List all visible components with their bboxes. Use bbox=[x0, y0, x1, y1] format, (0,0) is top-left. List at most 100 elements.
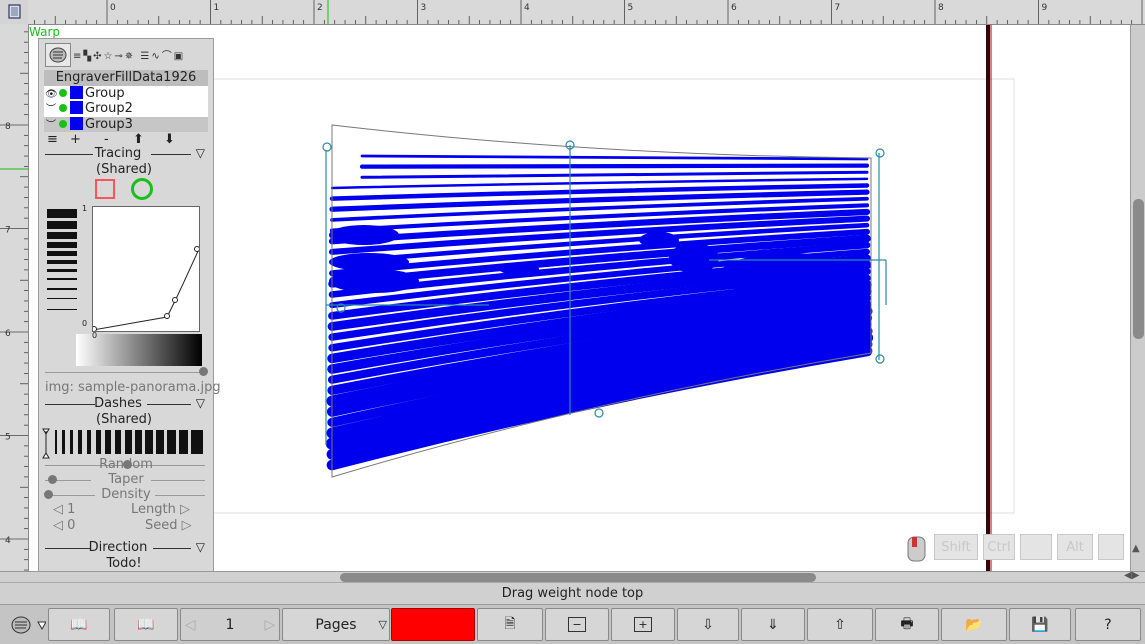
dash-pattern-preview[interactable] bbox=[41, 427, 207, 461]
eye-closed-icon[interactable]: ︶ bbox=[46, 120, 56, 131]
page-number-field[interactable]: ◁ 1 ▷ bbox=[180, 608, 280, 641]
seed-label[interactable]: Seed ▷ bbox=[145, 518, 192, 533]
engrave-line bbox=[325, 331, 874, 450]
extra-key-indicator bbox=[1098, 534, 1124, 560]
scroll-arrows-icon[interactable]: ▲ bbox=[1132, 543, 1140, 554]
density-label: Density bbox=[101, 487, 151, 502]
ruler-number: 7 bbox=[5, 226, 11, 236]
taper-slider-handle[interactable] bbox=[48, 475, 57, 484]
ruler-number: 2 bbox=[317, 3, 323, 13]
seed-value[interactable]: ◁ 0 bbox=[53, 518, 76, 533]
horizontal-ruler-ticks: 0 1 2 3 4 5 6 7 8 9 bbox=[34, 0, 1143, 24]
ruler-number: 7 bbox=[835, 3, 841, 13]
vertical-ruler[interactable]: 8 7 6 5 4 bbox=[0, 24, 29, 571]
layer-color-swatch[interactable] bbox=[70, 101, 83, 114]
layer-row-group3[interactable]: ︶ Group3 bbox=[45, 117, 203, 132]
import-image-button[interactable]: ⇓ bbox=[741, 608, 805, 641]
panel-main-tab-icon[interactable] bbox=[45, 43, 71, 67]
horizontal-ruler[interactable]: 0 1 2 3 4 5 6 7 8 9 bbox=[28, 0, 1145, 25]
engraving-lines bbox=[325, 154, 874, 471]
panel-tool-icons[interactable]: ≡▚✣☆⊸✵ ☰∿⌒▣ bbox=[73, 51, 186, 62]
ruler-number: 8 bbox=[5, 122, 11, 132]
tracing-slider-handle[interactable] bbox=[199, 367, 208, 376]
tracing-gradient-bar[interactable] bbox=[76, 334, 202, 366]
ruler-number: 1 bbox=[214, 3, 220, 13]
vertical-scrollbar[interactable]: ▲ bbox=[1130, 25, 1145, 571]
page-plus-icon: + bbox=[634, 617, 652, 632]
image-source-label[interactable]: img: sample-panorama.jpg bbox=[45, 380, 221, 395]
document-settings-button[interactable]: 🗎 bbox=[477, 608, 543, 641]
page-number[interactable]: 1 bbox=[225, 616, 235, 633]
horizontal-scrollbar[interactable]: ◀▶ bbox=[0, 570, 1145, 582]
engrave-line bbox=[359, 163, 870, 169]
engrave-line bbox=[326, 325, 873, 439]
remove-layer-button[interactable]: - bbox=[104, 132, 109, 147]
help-button[interactable]: ? bbox=[1075, 608, 1141, 641]
collapse-triangle-icon[interactable]: ▽ bbox=[195, 146, 205, 160]
eye-closed-icon[interactable]: ︶ bbox=[46, 104, 56, 115]
open-file-button[interactable]: 📂 bbox=[941, 608, 1007, 641]
move-layer-down-button[interactable]: ⬇ bbox=[164, 132, 175, 147]
vertical-scroll-thumb[interactable] bbox=[1133, 199, 1144, 339]
add-layer-button[interactable]: + bbox=[70, 132, 81, 147]
layer-menu-button[interactable]: ≡ bbox=[47, 132, 58, 147]
layer-row-group2[interactable]: ︶ Group2 bbox=[45, 101, 203, 116]
add-page-button[interactable]: + bbox=[611, 608, 675, 641]
gradient-zero-label: 0 bbox=[92, 331, 98, 340]
page-minus-icon: − bbox=[568, 617, 586, 632]
dashes-section-header[interactable]: Dashes ▽ bbox=[43, 396, 205, 412]
tracing-section-header[interactable]: Tracing ▽ bbox=[43, 146, 205, 162]
layer-name: Group bbox=[85, 86, 125, 101]
direction-section-header[interactable]: Direction ▽ bbox=[43, 540, 205, 556]
save-file-button[interactable]: 💾 bbox=[1009, 608, 1071, 641]
engrave-blob bbox=[729, 277, 859, 317]
tracing-curve-editor[interactable] bbox=[91, 206, 200, 332]
length-value[interactable]: ◁ 1 bbox=[53, 502, 76, 517]
ruler-corner-button[interactable] bbox=[0, 0, 29, 25]
engrave-blob bbox=[669, 243, 719, 273]
collapse-triangle-icon[interactable]: ▽ bbox=[195, 540, 205, 554]
printer-icon: 🖶 bbox=[900, 615, 914, 632]
print-button[interactable]: 🖶 bbox=[875, 608, 939, 641]
length-label[interactable]: Length ▷ bbox=[131, 502, 190, 517]
engrave-line bbox=[328, 208, 871, 245]
visible-dot-icon[interactable] bbox=[59, 104, 67, 112]
layer-color-swatch[interactable] bbox=[70, 117, 83, 130]
main-menu-button[interactable] bbox=[4, 608, 48, 641]
layer-color-swatch[interactable] bbox=[70, 86, 83, 99]
bottom-toolbar: 📖 📖 ◁ 1 ▷ Pages ▽ 🗎 − + ⇩ ⇓ ⇧ 🖶 📂 💾 ? bbox=[0, 604, 1145, 644]
shift-key-indicator: Shift bbox=[934, 534, 978, 560]
move-layer-up-button[interactable]: ⬆ bbox=[133, 132, 144, 147]
visible-dot-icon[interactable] bbox=[59, 89, 67, 97]
book-open-icon: 📖 bbox=[70, 616, 88, 633]
square-shape-button[interactable] bbox=[95, 179, 115, 199]
layer-row-group[interactable]: 👁 Group bbox=[45, 86, 203, 101]
export-button[interactable]: ⇧ bbox=[807, 608, 873, 641]
app-menu-icon bbox=[11, 616, 46, 633]
current-color-swatch[interactable] bbox=[391, 608, 475, 641]
page-prev-arrow-icon[interactable]: ◁ bbox=[184, 616, 196, 633]
scroll-arrows-icon[interactable]: ◀▶ bbox=[1124, 570, 1140, 581]
circle-shape-button[interactable] bbox=[131, 178, 153, 200]
chevron-down-icon: ▽ bbox=[378, 618, 387, 631]
object-name[interactable]: EngraverFillData1926 bbox=[55, 70, 197, 85]
engrave-blob bbox=[499, 263, 539, 275]
ruler-number: 4 bbox=[524, 3, 530, 13]
import-button[interactable]: ⇩ bbox=[677, 608, 739, 641]
remove-page-button[interactable]: − bbox=[545, 608, 609, 641]
density-slider-handle[interactable] bbox=[44, 490, 53, 499]
pages-dropdown[interactable]: Pages ▽ bbox=[282, 608, 390, 641]
engrave-line bbox=[330, 196, 869, 222]
engrave-line bbox=[326, 312, 873, 417]
export-icon: ⇧ bbox=[834, 616, 846, 633]
visible-dot-icon[interactable] bbox=[59, 120, 67, 128]
ruler-number: 6 bbox=[5, 329, 11, 339]
previous-spread-button[interactable]: 📖 bbox=[48, 608, 110, 641]
next-spread-button[interactable]: 📖 bbox=[114, 608, 178, 641]
collapse-triangle-icon[interactable]: ▽ bbox=[195, 396, 205, 410]
horizontal-scroll-thumb[interactable] bbox=[340, 573, 816, 582]
eye-open-icon[interactable]: 👁 bbox=[45, 89, 58, 100]
page-next-arrow-icon[interactable]: ▷ bbox=[264, 616, 276, 633]
engrave-line bbox=[326, 338, 873, 460]
random-slider-handle[interactable] bbox=[123, 460, 132, 469]
